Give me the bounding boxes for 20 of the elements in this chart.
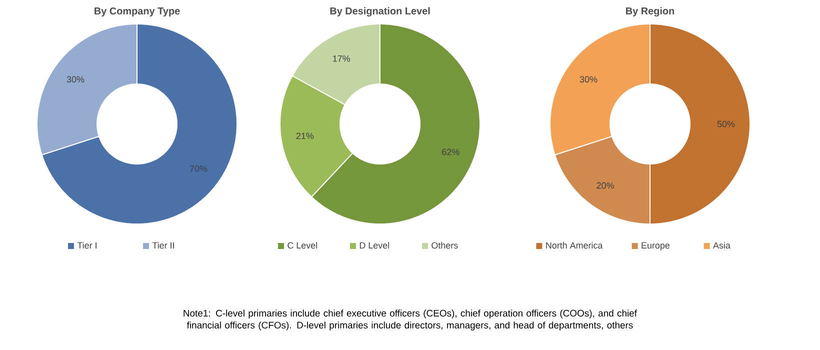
legend-label: D Level [360,242,389,249]
legend-label: Asia [713,242,730,249]
data-label: 62% [442,148,460,156]
chart-title: By Company Type [94,7,180,16]
data-label: 50% [717,120,735,128]
legend-label: C Level [288,242,317,249]
data-label: 30% [66,76,84,83]
data-label: 30% [580,76,598,83]
legend-label: Tier II [152,242,174,249]
data-label: 20% [596,182,614,189]
text: Note1: C-level primaries include chief executive officers (CEOs), chief operation officers (COOs), and chief financial officers (CFOs). D-level primaries include directors, managers, and head of departments, others [184,310,638,330]
chart-title: By Designation Level [330,7,430,16]
legend-label: North America [546,242,603,249]
data-label: 21% [296,132,314,140]
data-label: 17% [333,55,350,62]
legend-label: Europe [642,242,670,250]
legend-label: Tier I [77,242,96,249]
data-label: 70% [190,165,208,172]
chart-title: By Region [626,7,674,16]
legend-label: Others [432,242,458,249]
